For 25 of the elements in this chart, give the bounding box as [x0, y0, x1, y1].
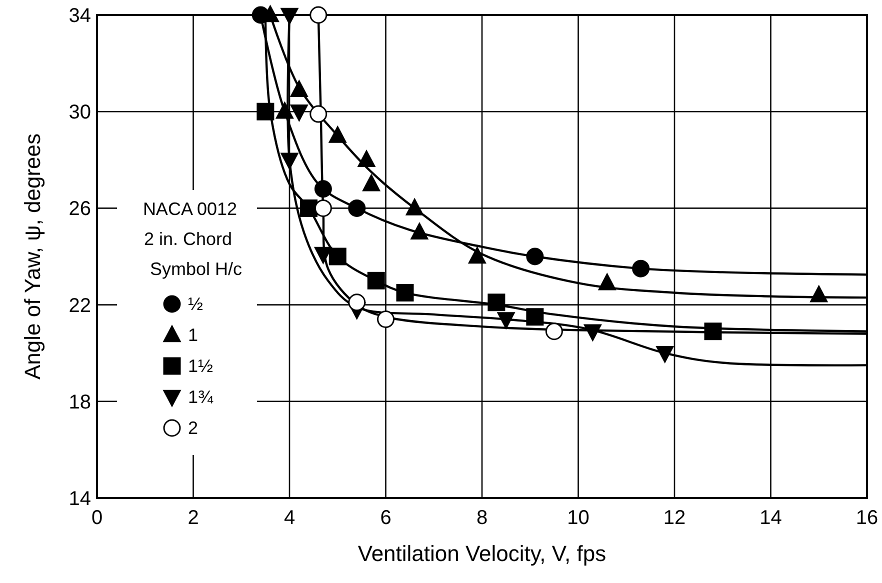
y-tick-label: 30 [68, 102, 91, 124]
y-tick-label: 22 [68, 294, 91, 317]
x-tick-label: 14 [760, 507, 782, 529]
annotation: NACA 0012 [142, 199, 237, 219]
x-axis-title: Ventilation Velocity, V, fps [358, 541, 606, 566]
x-tick-label: 2 [188, 507, 199, 529]
legend-label: 2 [188, 418, 198, 438]
x-tick-label: 0 [91, 507, 103, 529]
annotation: 2 in. Chord [144, 229, 232, 249]
legend-label: 1 [188, 325, 198, 345]
y-tick-label: 34 [68, 5, 91, 27]
y-axis-title: Angle of Yaw, ψ, degrees [20, 133, 45, 380]
y-tick-label: 14 [68, 488, 91, 510]
legend-title: Symbol H/c [150, 259, 242, 279]
x-tick-label: 6 [380, 507, 392, 529]
y-tick-label: 18 [68, 391, 91, 414]
x-tick-label: 16 [856, 507, 878, 529]
x-tick-label: 12 [663, 507, 686, 529]
x-tick-label: 8 [476, 507, 488, 529]
legend-label: 1¾ [188, 387, 214, 407]
legend-label: ½ [188, 294, 204, 314]
x-tick-label: 4 [284, 507, 296, 529]
x-tick-label: 10 [567, 507, 590, 529]
y-tick-label: 26 [68, 198, 91, 220]
legend-label: 1½ [188, 356, 214, 376]
